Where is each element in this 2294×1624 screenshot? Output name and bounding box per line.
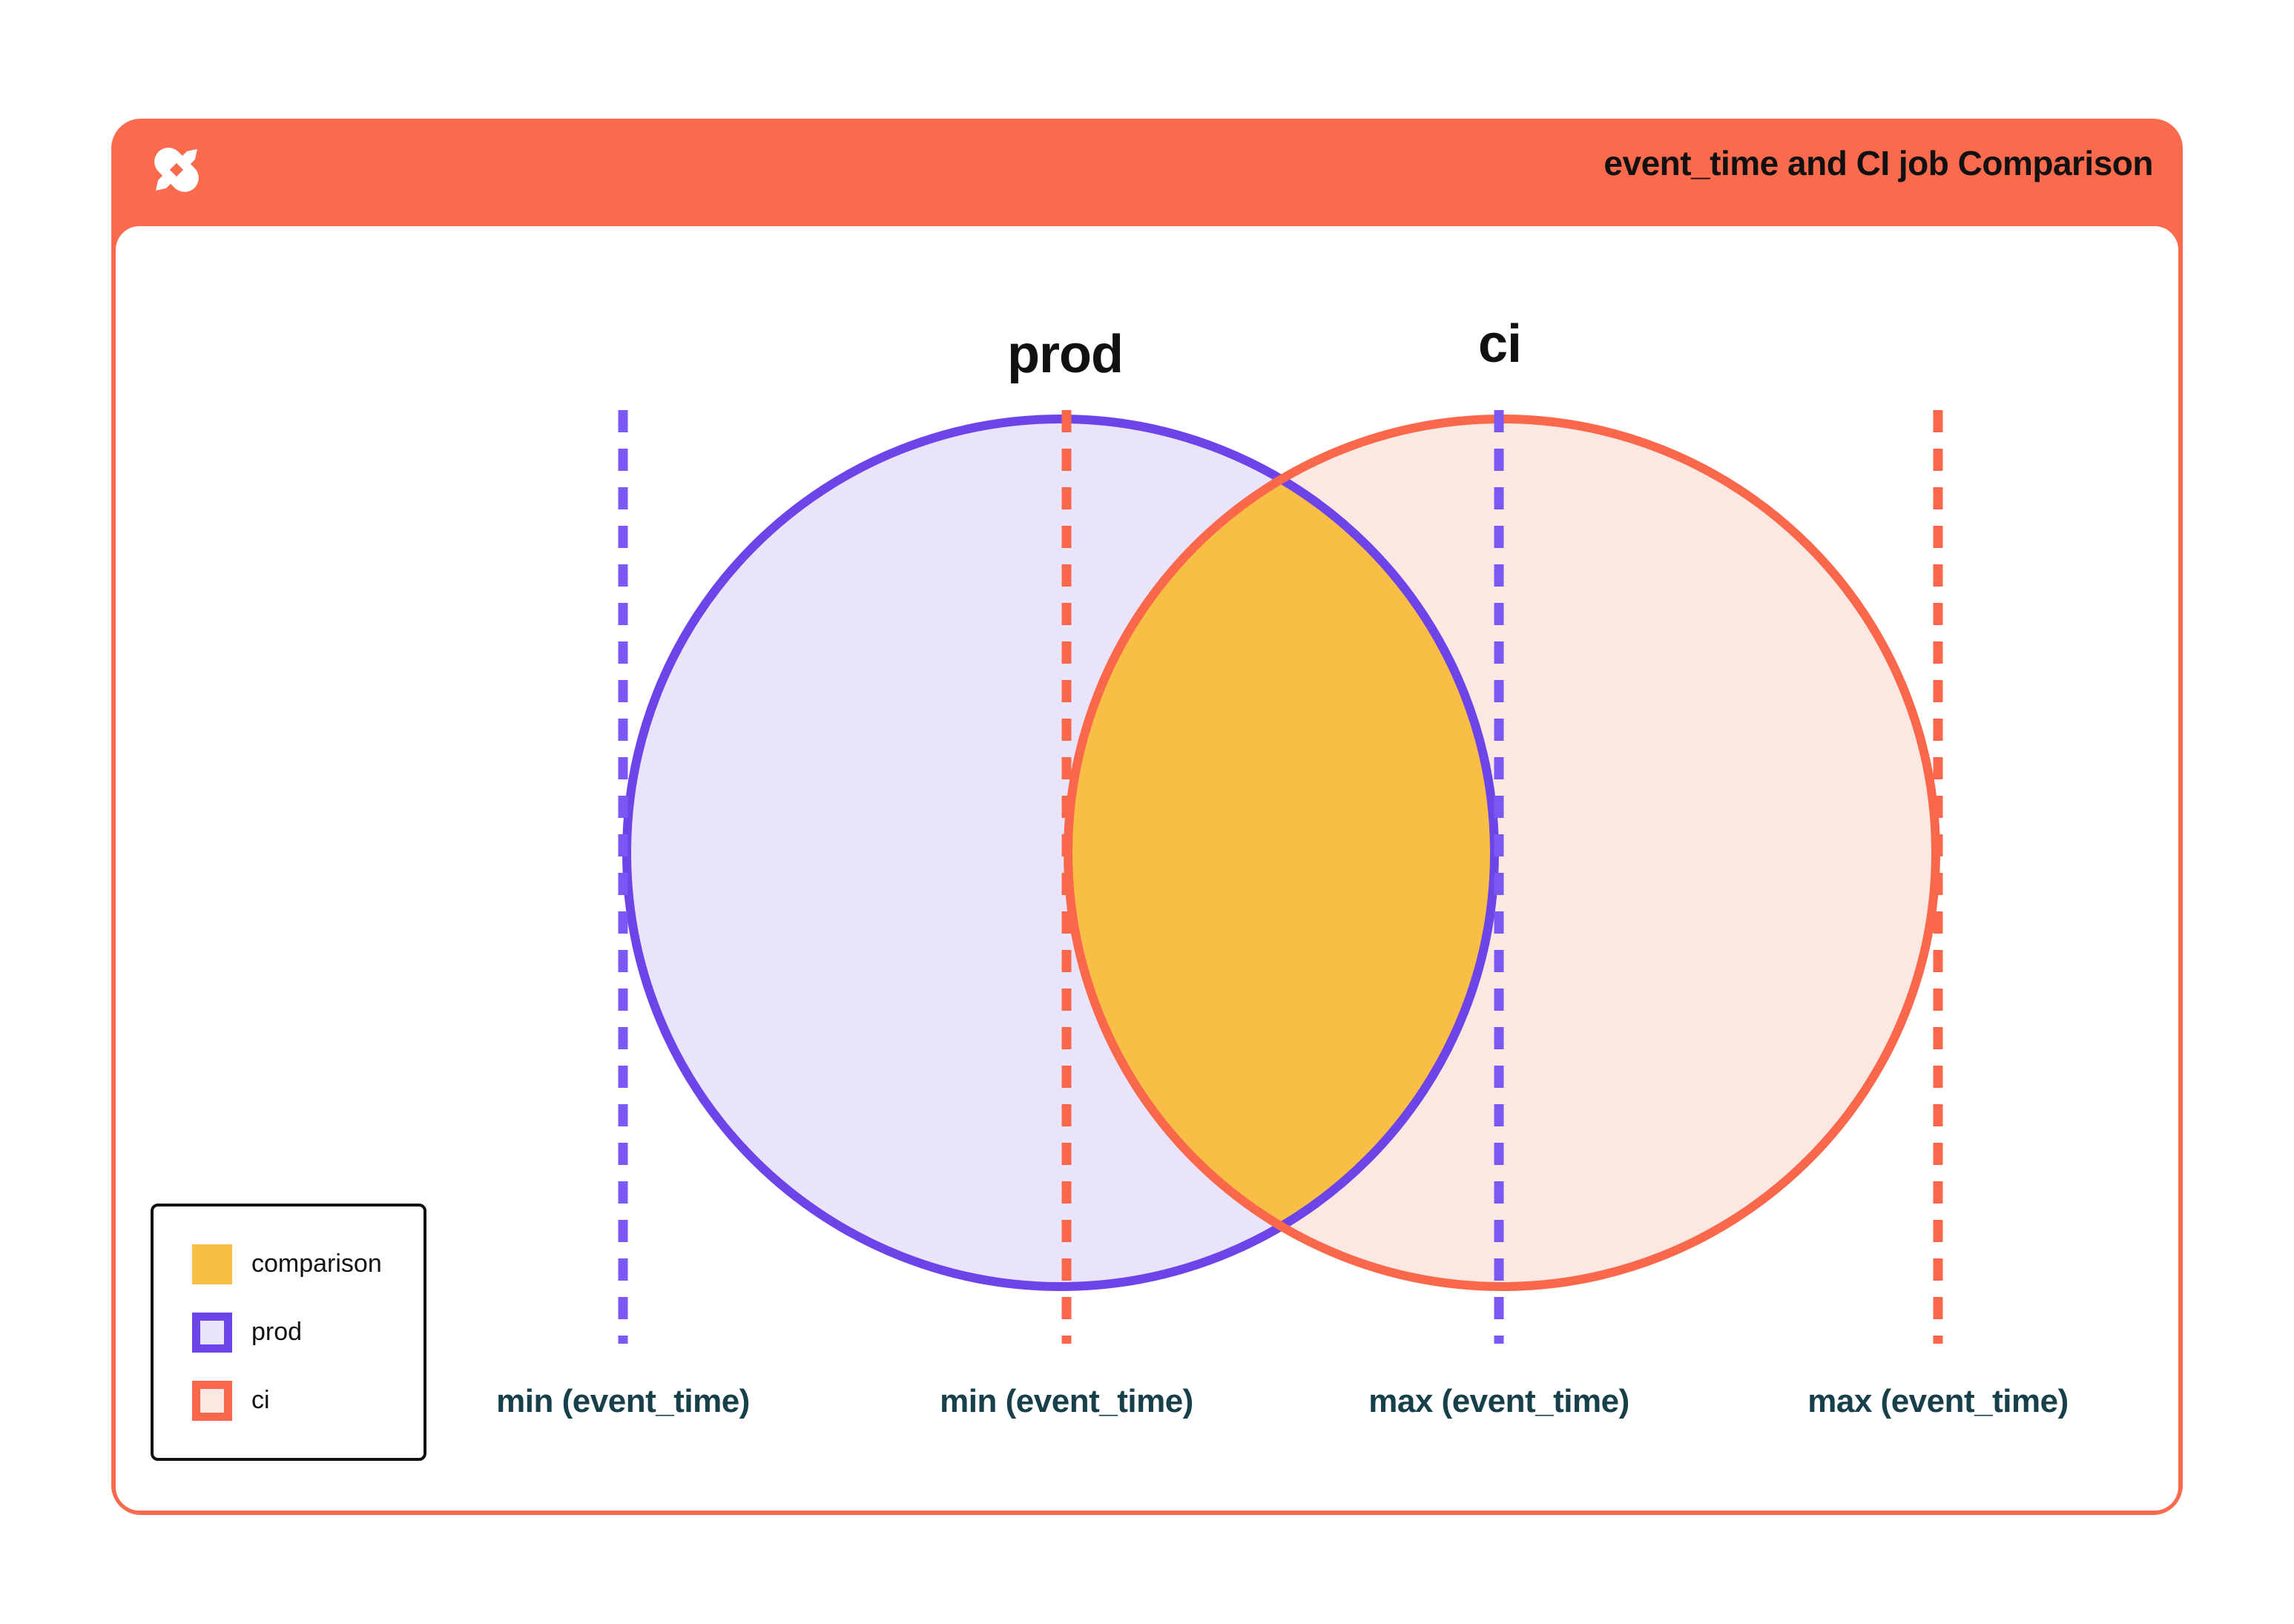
legend-item-prod: prod bbox=[192, 1312, 423, 1353]
prod-max-label: max (event_time) bbox=[1368, 1383, 1629, 1419]
legend-label-comparison: comparison bbox=[251, 1250, 382, 1278]
legend-item-comparison: comparison bbox=[192, 1244, 423, 1284]
legend-label-ci: ci bbox=[251, 1386, 270, 1414]
ci-max-label: max (event_time) bbox=[1807, 1383, 2069, 1419]
ci-set-label: ci bbox=[1477, 314, 1522, 374]
dbt-logo-icon bbox=[145, 138, 208, 202]
comparison-swatch bbox=[192, 1244, 232, 1284]
legend: comparison prod ci bbox=[151, 1204, 426, 1461]
header-bar: event_time and CI job Comparison bbox=[111, 119, 2183, 226]
header-title: event_time and CI job Comparison bbox=[1604, 144, 2153, 182]
ci-swatch bbox=[192, 1380, 232, 1421]
ci-min-label: min (event_time) bbox=[940, 1383, 1193, 1419]
legend-item-ci: ci bbox=[192, 1380, 423, 1421]
legend-label-prod: prod bbox=[251, 1318, 303, 1346]
prod-swatch bbox=[192, 1312, 232, 1353]
prod-set-label: prod bbox=[1007, 325, 1124, 384]
prod-min-label: min (event_time) bbox=[496, 1383, 750, 1419]
